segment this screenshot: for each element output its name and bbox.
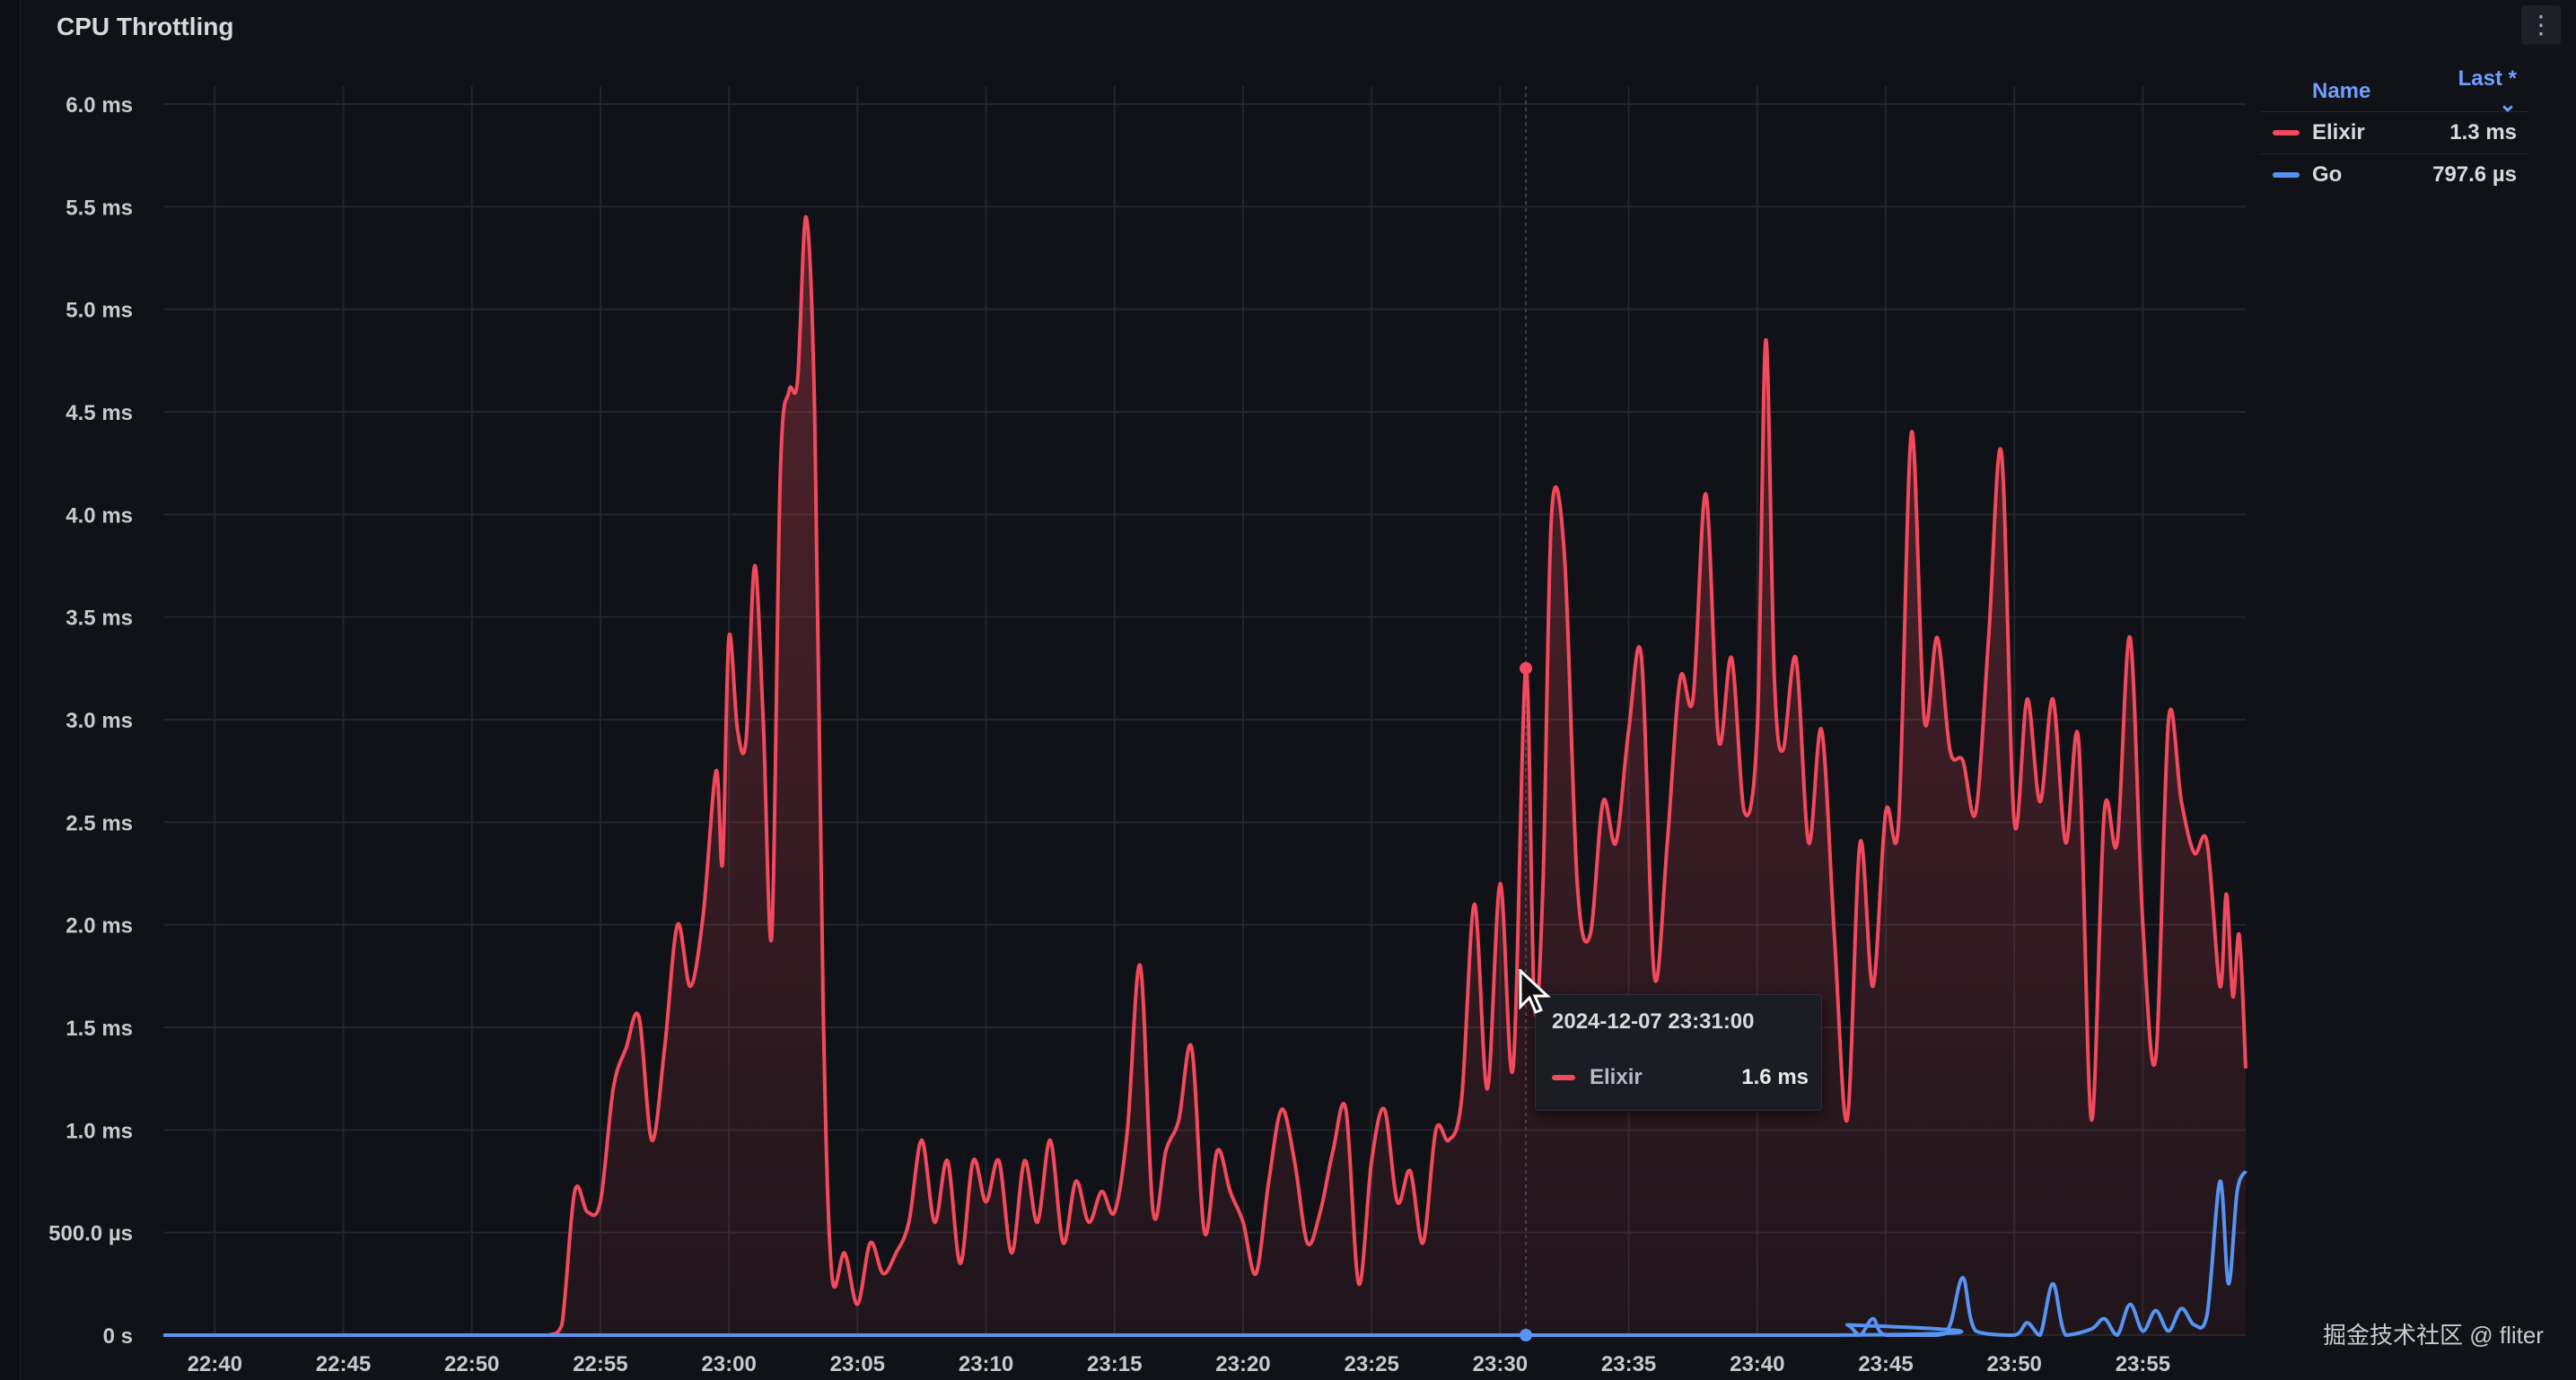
x-tick-label: 23:40 <box>1730 1352 1784 1376</box>
hover-markers <box>1520 661 1533 1341</box>
panel-title: CPU Throttling <box>57 13 234 40</box>
y-tick-label: 5.5 ms <box>66 196 133 220</box>
tooltip-series-name: Elixir <box>1590 1065 1643 1089</box>
x-tick-label: 23:20 <box>1215 1352 1270 1376</box>
chart-series <box>163 214 2247 1338</box>
x-tick-label: 23:55 <box>2116 1352 2170 1376</box>
y-tick-label: 5.0 ms <box>66 299 133 323</box>
x-axis: 22:40 22:45 22:50 22:55 23:00 23:05 23:10 23:15… <box>188 1352 2171 1376</box>
legend-series-name: Elixir <box>2312 120 2365 144</box>
x-tick-label: 23:30 <box>1473 1352 1528 1376</box>
panel-menu-button[interactable]: ⋮ <box>2521 5 2561 45</box>
x-tick-label: 22:40 <box>188 1352 242 1376</box>
y-tick-label: 2.0 ms <box>66 914 133 939</box>
x-tick-label: 23:45 <box>1858 1352 1913 1376</box>
hover-tooltip: 2024-12-07 23:31:00 Elixir 1.6 ms <box>1535 994 1822 1111</box>
tooltip-time: 2024-12-07 23:31:00 <box>1552 1009 1755 1034</box>
x-tick-label: 23:50 <box>1987 1352 2042 1376</box>
series-color-swatch <box>2273 172 2300 178</box>
legend-row-elixir[interactable]: Elixir 1.3 ms <box>2260 111 2529 153</box>
legend-last-header[interactable]: Last * ⌄ <box>2458 66 2517 117</box>
kebab-vertical-icon: ⋮ <box>2528 11 2554 39</box>
legend-table: Name Last * ⌄ Elixir 1.3 ms Go 797.6 µs <box>2260 66 2529 196</box>
x-tick-label: 22:45 <box>316 1352 371 1376</box>
x-tick-label: 23:10 <box>959 1352 1013 1376</box>
x-tick-label: 23:00 <box>701 1352 756 1376</box>
y-tick-label: 2.5 ms <box>66 811 133 835</box>
mouse-pointer-icon <box>1519 969 1551 1014</box>
legend-series-name: Go <box>2312 162 2343 187</box>
x-tick-label: 23:25 <box>1344 1352 1398 1376</box>
series-area-elixir <box>163 216 2246 1335</box>
legend-header: Name Last * ⌄ <box>2260 66 2529 117</box>
y-tick-label: 4.0 ms <box>66 503 133 528</box>
x-tick-label: 23:05 <box>830 1352 885 1376</box>
y-tick-label: 3.0 ms <box>66 709 133 733</box>
y-axis: 0 s 500.0 µs 1.0 ms 1.5 ms 2.0 ms 2.5 ms 3.0 m… <box>48 93 133 1349</box>
y-tick-label: 6.0 ms <box>66 93 133 118</box>
legend-series-value: 797.6 µs <box>2432 162 2517 187</box>
y-tick-label: 4.5 ms <box>66 401 133 425</box>
legend-series-value: 1.3 ms <box>2449 120 2517 144</box>
y-tick-label: 0 s <box>103 1324 133 1349</box>
watermark: 掘金技术社区 @ fliter <box>2323 1322 2544 1349</box>
tooltip-row: Elixir 1.6 ms <box>1552 1065 1809 1090</box>
y-tick-label: 500.0 µs <box>48 1222 133 1246</box>
y-tick-label: 3.5 ms <box>66 607 133 631</box>
x-tick-label: 22:55 <box>573 1352 627 1376</box>
series-line-go <box>163 1170 2247 1338</box>
series-color-swatch <box>2273 130 2300 135</box>
legend-name-header[interactable]: Name <box>2312 79 2371 103</box>
x-tick-label: 23:35 <box>1601 1352 1656 1376</box>
series-line-elixir <box>163 214 2247 1337</box>
hover-point-go <box>1520 1329 1533 1341</box>
series-color-swatch <box>1552 1075 1575 1080</box>
x-tick-label: 22:50 <box>444 1352 499 1376</box>
y-tick-label: 1.0 ms <box>66 1119 133 1143</box>
legend-row-go[interactable]: Go 797.6 µs <box>2260 153 2529 196</box>
y-tick-label: 1.5 ms <box>66 1017 133 1041</box>
hover-point-elixir <box>1520 661 1533 675</box>
tooltip-series-value: 1.6 ms <box>1741 1065 1809 1089</box>
x-tick-label: 23:15 <box>1087 1352 1142 1376</box>
